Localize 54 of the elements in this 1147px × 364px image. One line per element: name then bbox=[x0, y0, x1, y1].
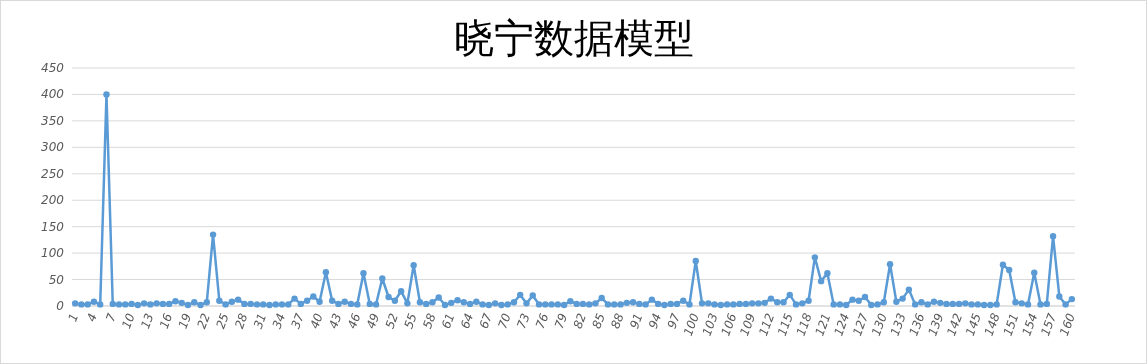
x-tick-label: 61 bbox=[438, 311, 458, 331]
y-tick-label: 450 bbox=[41, 61, 65, 75]
y-tick-label: 400 bbox=[41, 87, 65, 102]
x-tick-label: 124 bbox=[831, 311, 853, 338]
y-tick-label: 50 bbox=[48, 272, 65, 287]
x-tick-label: 52 bbox=[382, 311, 401, 331]
x-tick-label: 49 bbox=[363, 311, 383, 331]
x-tick-label: 94 bbox=[645, 311, 665, 331]
y-tick-label: 150 bbox=[41, 219, 65, 234]
x-tick-label: 76 bbox=[533, 311, 552, 331]
x-tick-label: 4 bbox=[84, 311, 101, 324]
x-tick-label: 7 bbox=[103, 311, 119, 324]
x-tick-label: 79 bbox=[551, 311, 571, 331]
x-tick-label: 103 bbox=[699, 311, 721, 338]
x-tick-label: 148 bbox=[981, 311, 1003, 338]
x-tick-label: 1 bbox=[65, 311, 82, 324]
x-tick-label: 118 bbox=[793, 311, 815, 338]
x-tick-label: 25 bbox=[213, 311, 232, 331]
x-tick-label: 10 bbox=[119, 311, 138, 331]
x-tick-label: 37 bbox=[288, 311, 308, 331]
x-tick-label: 58 bbox=[420, 311, 439, 331]
x-tick-label: 16 bbox=[156, 311, 176, 331]
x-tick-label: 139 bbox=[925, 311, 947, 338]
x-tick-label: 22 bbox=[194, 311, 213, 331]
x-tick-label: 43 bbox=[326, 311, 345, 331]
x-tick-label: 154 bbox=[1019, 311, 1041, 338]
y-tick-label: 250 bbox=[41, 166, 65, 181]
x-tick-label: 85 bbox=[589, 311, 608, 331]
x-tick-label: 55 bbox=[401, 311, 420, 331]
y-tick-label: 300 bbox=[41, 140, 65, 155]
x-tick-label: 82 bbox=[570, 311, 590, 331]
x-tick-label: 31 bbox=[250, 311, 270, 331]
x-tick-label: 136 bbox=[906, 311, 928, 338]
x-tick-label: 28 bbox=[232, 311, 251, 331]
x-tick-label: 70 bbox=[495, 311, 514, 331]
x-tick-label: 46 bbox=[344, 311, 364, 331]
x-tick-label: 67 bbox=[476, 311, 496, 331]
x-tick-label: 88 bbox=[608, 311, 627, 331]
x-tick-label: 19 bbox=[175, 311, 195, 331]
x-tick-label: 73 bbox=[514, 311, 533, 331]
y-tick-label: 200 bbox=[41, 193, 65, 208]
x-tick-label: 109 bbox=[737, 311, 759, 338]
x-tick-label: 13 bbox=[138, 311, 157, 331]
y-tick-label: 350 bbox=[41, 113, 65, 128]
x-tick-label: 34 bbox=[269, 311, 289, 331]
x-tick-label: 106 bbox=[718, 311, 740, 338]
x-tick-label: 40 bbox=[307, 311, 326, 331]
x-tick-label: 121 bbox=[812, 311, 834, 338]
y-tick-label: 100 bbox=[41, 246, 65, 261]
y-tick-label: 0 bbox=[56, 299, 65, 313]
x-tick-label: 151 bbox=[1000, 311, 1022, 338]
chart-title: 晓宁数据模型 bbox=[453, 15, 694, 61]
x-tick-label: 64 bbox=[457, 311, 477, 331]
x-tick-label: 91 bbox=[627, 311, 646, 331]
